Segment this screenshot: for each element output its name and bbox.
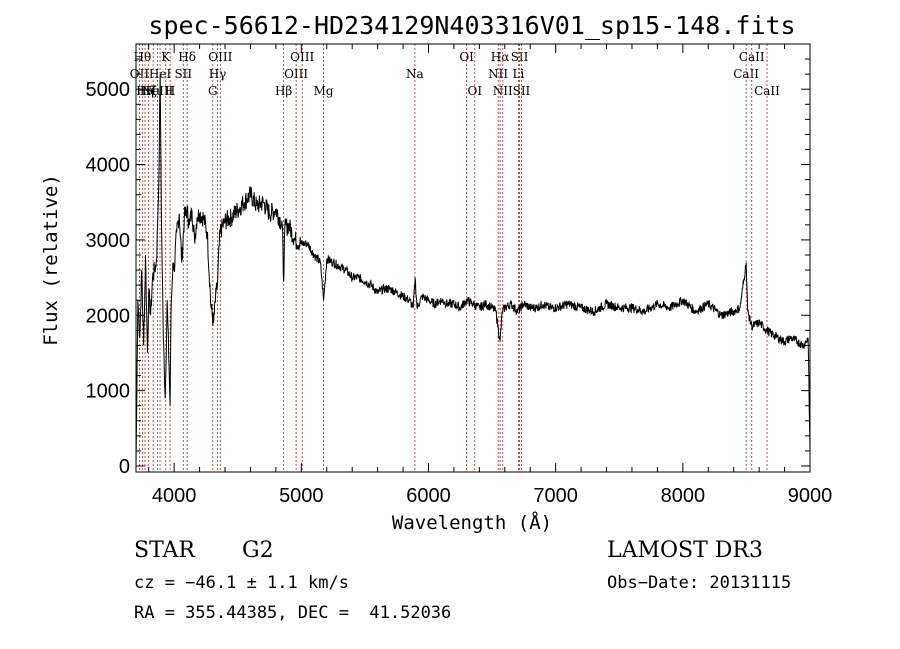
line-marker-label: CaII: [754, 84, 780, 98]
x-tick-label: 5000: [279, 485, 324, 507]
line-marker-label: Na: [406, 67, 424, 81]
x-tick-label: 9000: [788, 485, 833, 507]
object-class: STAR: [134, 538, 195, 563]
line-marker-label: H: [165, 84, 175, 98]
chart-title: spec-56612-HD234129N403316V01_sp15-148.f…: [148, 11, 795, 40]
line-marker-label: CaII: [733, 67, 759, 81]
coords-text: RA = 355.44385, DEC = 41.52036: [134, 603, 452, 623]
plot-frame: [135, 43, 811, 473]
line-marker-label: Li: [512, 67, 524, 81]
line-marker-label: Hθ: [134, 50, 152, 64]
line-marker-label: Hδ: [178, 50, 196, 64]
line-marker-label: Hα: [491, 50, 510, 64]
x-tick-label: 7000: [533, 485, 578, 507]
line-marker-label: NeIII: [142, 84, 174, 98]
line-marker-label: OIII: [284, 67, 308, 81]
line-marker-label: SII: [174, 67, 192, 81]
x-tick-label: 6000: [406, 485, 451, 507]
x-tick-label: 8000: [661, 485, 706, 507]
x-tick-label: 4000: [152, 485, 197, 507]
redshift-text: cz = −46.1 ± 1.1 km/s: [134, 573, 349, 593]
line-marker-label: CaII: [739, 50, 765, 64]
line-marker-label: Hζ: [140, 84, 157, 98]
line-marker-label: G: [208, 84, 218, 98]
line-marker-label: NII: [493, 84, 513, 98]
line-marker-label: OI: [467, 84, 482, 98]
line-marker-label: SII: [511, 50, 529, 64]
survey-name: LAMOST DR3: [607, 538, 763, 563]
y-tick-label: 5000: [86, 79, 131, 101]
line-marker-label: K: [161, 50, 171, 64]
axis-ticks: 4000 5000 6000 7000 8000 9000 0 1000 2000 3000 400…: [86, 44, 833, 507]
line-marker-label: Hγ: [209, 67, 227, 81]
line-marker-label: OIII: [208, 50, 232, 64]
line-markers: OIIHθHηHζHιNeIIIHeIKHSIIHδGHγOIIIHβOIIIO…: [130, 44, 780, 472]
line-marker-label: NII: [488, 67, 508, 81]
y-tick-label: 3000: [86, 230, 131, 252]
y-tick-label: 4000: [86, 155, 131, 177]
object-subclass: G2: [242, 538, 274, 563]
y-axis-label: Flux (relative): [40, 174, 62, 346]
x-axis-label: Wavelength (Å): [392, 511, 552, 534]
line-marker-label: Mg: [314, 84, 334, 98]
y-tick-label: 2000: [86, 305, 131, 327]
y-tick-label: 0: [119, 456, 130, 478]
y-tick-label: 1000: [86, 381, 131, 403]
line-marker-label: OIII: [290, 50, 314, 64]
line-marker-label: Hβ: [275, 84, 292, 98]
line-marker-label: SII: [513, 84, 531, 98]
line-marker-label: Hι: [146, 84, 161, 98]
line-marker-label: Hη: [136, 84, 154, 98]
line-marker-label: OI: [459, 50, 474, 64]
obs-date-text: Obs−Date: 20131115: [607, 573, 792, 593]
spectrum-line: [135, 74, 811, 467]
